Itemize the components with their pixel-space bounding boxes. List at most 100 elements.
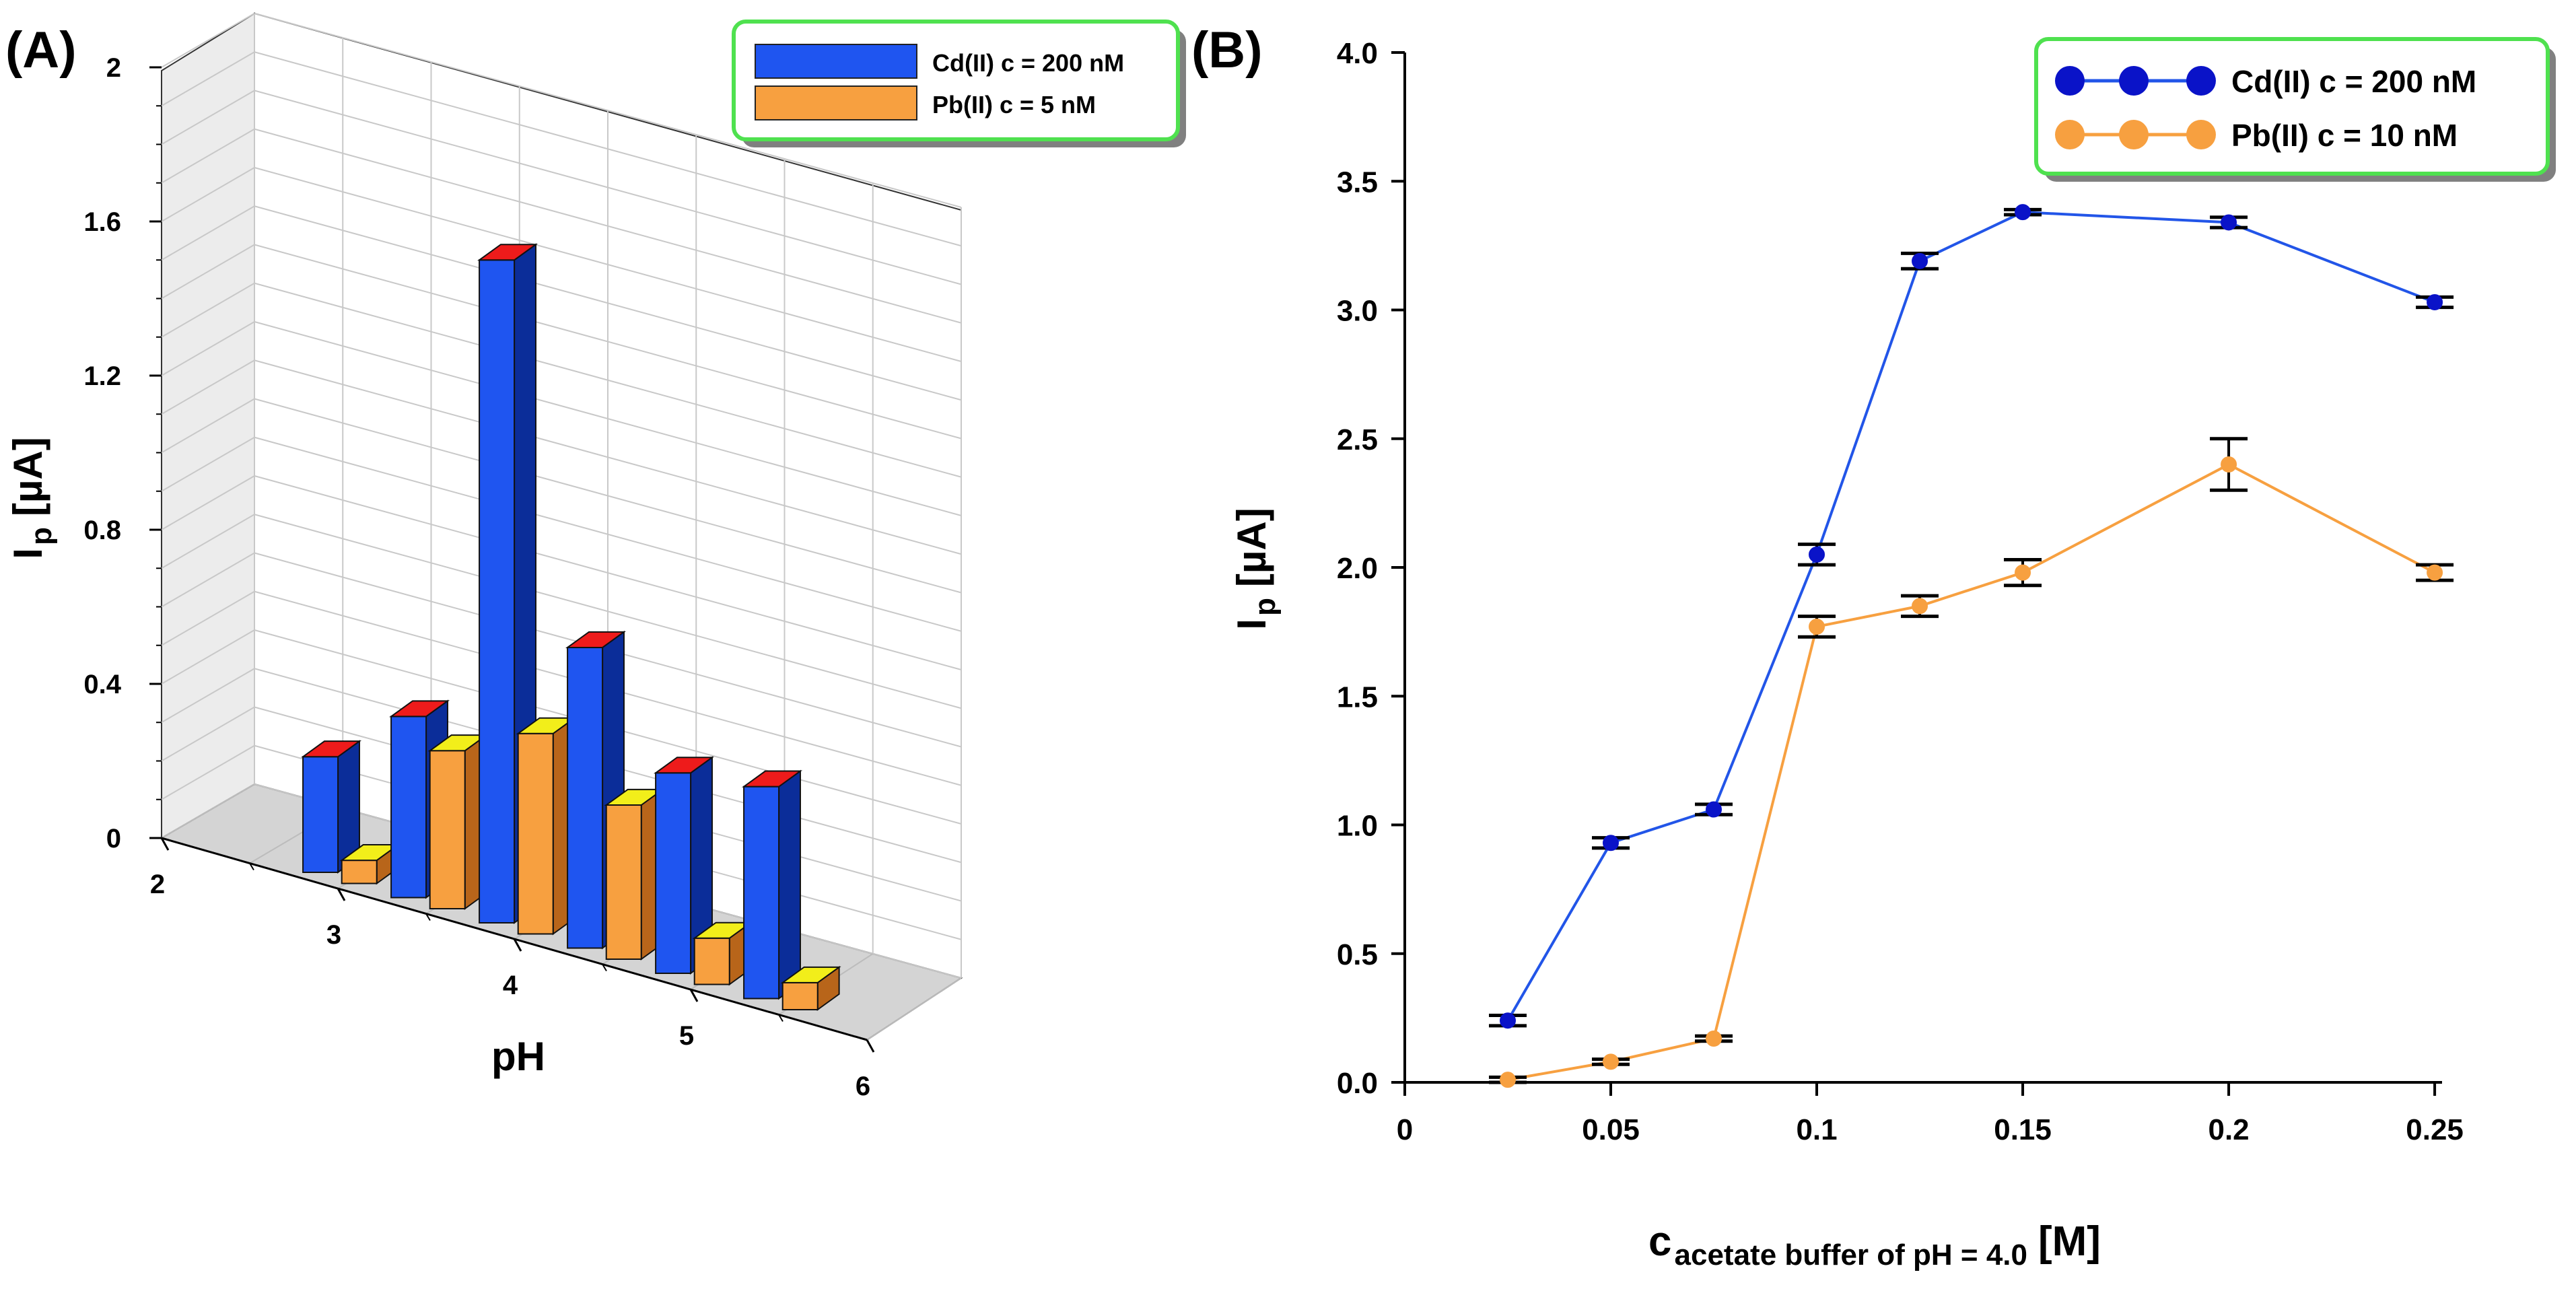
panel-a: (A) 0 0.4 0.8 1.2 1.6 2 2 3 4 5 6 pH Ip [µA] Cd(II)… — [5, 12, 1186, 1101]
grid-side-line — [161, 359, 255, 415]
y-tick-label-b: 4.0 — [1337, 37, 1378, 70]
legend-marker-pb — [2119, 120, 2149, 149]
grid-side-line — [161, 51, 255, 107]
bars-a — [300, 243, 841, 1011]
legend-a-label-pb: Pb(II) c = 5 nM — [932, 91, 1096, 118]
legend-marker-pb — [2186, 120, 2216, 149]
bar-pb — [516, 716, 577, 936]
bar-pb-front — [517, 732, 554, 935]
point-cd — [1706, 801, 1722, 818]
grid-side-line — [161, 244, 255, 300]
grid-side-line — [161, 205, 255, 261]
point-pb — [1809, 618, 1825, 635]
series-b — [1489, 204, 2454, 1088]
x-tick-label-b: 0.05 — [1582, 1113, 1640, 1146]
bar-pb-front — [341, 860, 378, 884]
ylabel-a: Ip [µA] — [5, 437, 58, 559]
x-tick-label-a: 3 — [326, 920, 341, 950]
legend-a-label-cd: Cd(II) c = 200 nM — [932, 49, 1124, 77]
series-line-pb — [1507, 462, 2436, 1082]
grid-side-line — [161, 668, 255, 724]
bar-pb-front — [781, 981, 819, 1011]
y-tick-label-b: 1.0 — [1337, 810, 1378, 843]
ylabel-b-sub: p — [1249, 598, 1282, 616]
ticks-b: 0.0 0.5 1.0 1.5 2.0 2.5 3.0 3.5 4.0 0 0.05 0.1 0.15 0… — [1337, 37, 2464, 1146]
bar-pb-top — [780, 966, 841, 983]
y-tick-label-b: 3.5 — [1337, 166, 1378, 199]
bar-cd-top — [477, 244, 538, 261]
x-tick-label-b: 0.2 — [2208, 1113, 2249, 1146]
bar-cd-front — [302, 756, 339, 873]
bar-cd — [741, 769, 803, 1000]
bar-pb — [604, 788, 665, 961]
y-tick-label-b: 2.0 — [1337, 552, 1378, 585]
point-pb — [2221, 456, 2237, 473]
bar-pb — [692, 921, 753, 986]
legend-marker-cd — [2055, 66, 2085, 96]
x-tick-label-b: 0.1 — [1796, 1113, 1837, 1146]
bar-cd-front — [390, 716, 427, 899]
ylabel-b: Ip [µA] — [1229, 508, 1282, 629]
bar-pb-front — [605, 804, 642, 960]
bar-cd — [653, 756, 715, 975]
legend-b-label-pb: Pb(II) c = 10 nM — [2231, 118, 2458, 153]
legend-b-label-cd: Cd(II) c = 200 nM — [2231, 64, 2476, 99]
grid-side-line — [161, 514, 255, 569]
point-cd — [1603, 835, 1620, 851]
y-tick-label-b: 0.0 — [1337, 1067, 1378, 1100]
bar-cd-top — [653, 757, 715, 774]
grid-side-line — [161, 398, 255, 454]
legend-a-swatch-pb — [755, 85, 917, 120]
xlabel-b-unit: [M] — [2038, 1218, 2101, 1265]
grid-side-line — [161, 167, 255, 222]
grid-side-line — [161, 475, 255, 530]
y-tick-label-b: 1.5 — [1337, 681, 1378, 713]
legend-marker-pb — [2055, 120, 2085, 149]
ylabel-a-unit: [µA] — [5, 437, 50, 516]
bar-pb — [427, 734, 489, 910]
grid-side-line — [161, 90, 255, 145]
y-tick-label-a: 0.8 — [83, 516, 121, 545]
y-tick-label-a: 1.2 — [83, 361, 121, 391]
point-cd — [2427, 294, 2443, 311]
legend-b-symbol-pb — [2055, 120, 2216, 149]
xlabel-b-main: c — [1648, 1218, 1671, 1265]
y-tick-label-a: 0.4 — [83, 670, 121, 699]
x-tick-label-b: 0.15 — [1994, 1113, 2052, 1146]
grid-side-line — [161, 128, 255, 184]
grid-side-line — [161, 282, 255, 338]
y-tick-label-b: 3.0 — [1337, 295, 1378, 328]
bar-cd — [300, 740, 362, 874]
bar-cd-front — [743, 786, 780, 1000]
bar-cd-top — [565, 631, 627, 648]
point-pb — [1603, 1053, 1620, 1070]
bar-cd-front — [479, 259, 516, 924]
xlabel-b: cacetate buffer of pH = 4.0 [M] — [1648, 1218, 2101, 1271]
bar-cd-front — [655, 772, 692, 975]
xlabel-b-sub: acetate buffer of pH = 4.0 — [1675, 1239, 2027, 1271]
x-axis-a — [161, 837, 868, 1041]
axis-a: 0 0.4 0.8 1.2 1.6 2 2 3 4 5 6 — [83, 53, 875, 1101]
point-cd — [1809, 546, 1825, 563]
legend-b: Cd(II) c = 200 nM Pb(II) c = 10 nM — [2034, 37, 2556, 182]
ylabel-b-main: I — [1229, 619, 1274, 630]
ylabel-a-main: I — [5, 548, 50, 559]
point-cd — [2221, 214, 2237, 231]
svg-text:Ip[µA]: Ip [µA] — [1229, 508, 1282, 629]
legend-a-swatch-cd — [755, 44, 917, 79]
floor-grid-line — [866, 977, 962, 1041]
bar-cd-top — [300, 740, 362, 758]
grid-side-line — [161, 706, 255, 762]
y-tick-label-a: 0 — [106, 824, 121, 853]
panel-b: (B) 0.00.51.01.52.02.53.03.54.00 0.05 0.1 0… — [1191, 22, 2556, 1271]
grid-side-line — [161, 552, 255, 608]
ylabel-a-sub: p — [25, 527, 58, 545]
point-pb — [2427, 564, 2443, 581]
point-cd — [1912, 252, 1928, 269]
point-pb — [2015, 564, 2031, 581]
x-tick-label-a: 2 — [150, 870, 165, 899]
x-tick-label-b: 0.25 — [2406, 1113, 2464, 1146]
point-cd — [2015, 204, 2031, 221]
bar-cd-top — [388, 700, 450, 718]
